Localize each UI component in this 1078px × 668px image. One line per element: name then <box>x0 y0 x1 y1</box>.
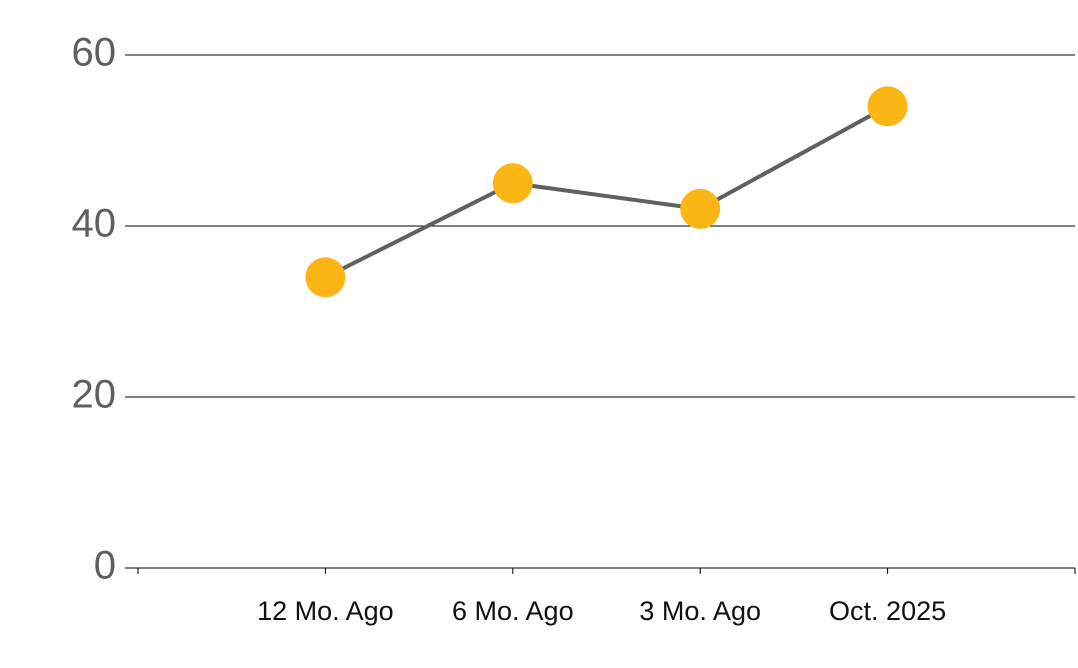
series-line <box>324 104 889 280</box>
y-tick-label: 40 <box>72 202 117 246</box>
data-point <box>492 163 533 204</box>
y-tick-label: 0 <box>94 544 116 588</box>
x-tick-label: 12 Mo. Ago <box>257 596 394 626</box>
data-point <box>867 86 908 127</box>
x-tick-label: 6 Mo. Ago <box>452 596 574 626</box>
data-point <box>305 257 346 298</box>
y-tick-label: 60 <box>72 31 117 75</box>
data-point <box>680 188 721 229</box>
y-tick-label: 20 <box>72 373 117 417</box>
x-tick-label: 3 Mo. Ago <box>639 596 761 626</box>
x-tick-label: Oct. 2025 <box>829 596 946 626</box>
